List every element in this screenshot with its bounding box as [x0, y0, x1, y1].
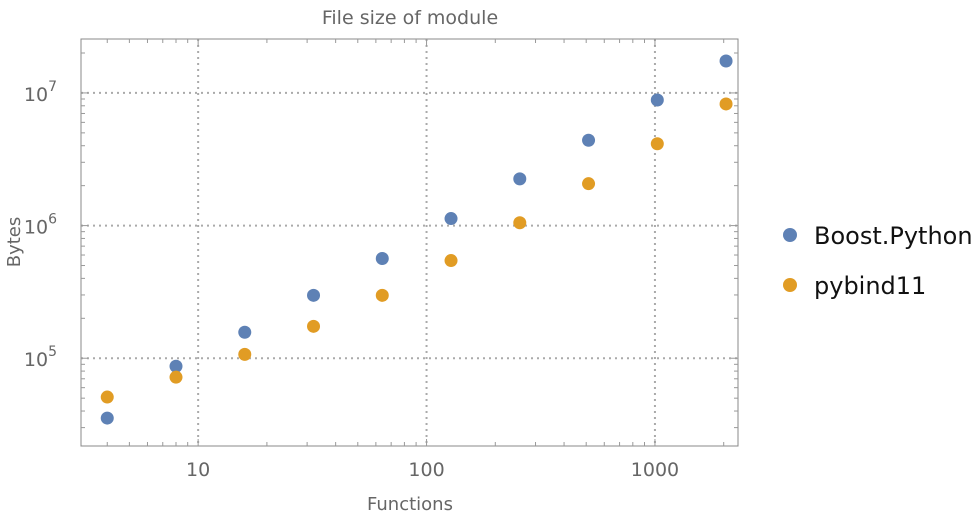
grid	[81, 39, 738, 446]
data-point-boost-python	[650, 93, 664, 107]
plot-frame	[80, 38, 739, 447]
x-tick-label: 10	[186, 459, 210, 481]
y-axis-label: Bytes	[4, 217, 25, 268]
y-tick-label: 105	[24, 344, 57, 371]
data-point-pybind11	[100, 390, 114, 404]
legend-label: Boost.Python	[814, 222, 973, 250]
data-point-pybind11	[169, 370, 183, 384]
x-tick-label: 1000	[631, 459, 679, 481]
data-point-pybind11	[238, 347, 252, 361]
data-point-boost-python	[307, 288, 321, 302]
x-axis-label: Functions	[367, 494, 453, 513]
data-point-boost-python	[100, 411, 114, 425]
data-point-pybind11	[375, 288, 389, 302]
data-point-pybind11	[650, 137, 664, 151]
data-point-boost-python	[238, 325, 252, 339]
legend-marker	[783, 228, 797, 242]
data-points	[100, 54, 733, 425]
data-point-pybind11	[307, 319, 321, 333]
x-tick-label: 100	[408, 459, 444, 481]
y-tick-label: 107	[24, 79, 57, 106]
data-point-pybind11	[582, 177, 596, 191]
data-point-boost-python	[582, 133, 596, 147]
data-point-boost-python	[513, 172, 527, 186]
data-point-boost-python	[444, 212, 458, 226]
data-point-boost-python	[375, 251, 389, 265]
chart-title: File size of module	[322, 7, 498, 29]
data-point-pybind11	[444, 254, 458, 268]
y-tick-label: 106	[24, 212, 57, 239]
data-point-boost-python	[719, 54, 733, 68]
legend-marker	[783, 278, 797, 292]
data-point-pybind11	[719, 97, 733, 111]
legend: Boost.Python pybind11	[783, 222, 973, 300]
data-point-pybind11	[513, 216, 527, 230]
legend-label: pybind11	[814, 272, 926, 300]
data-point-boost-python	[169, 359, 183, 373]
